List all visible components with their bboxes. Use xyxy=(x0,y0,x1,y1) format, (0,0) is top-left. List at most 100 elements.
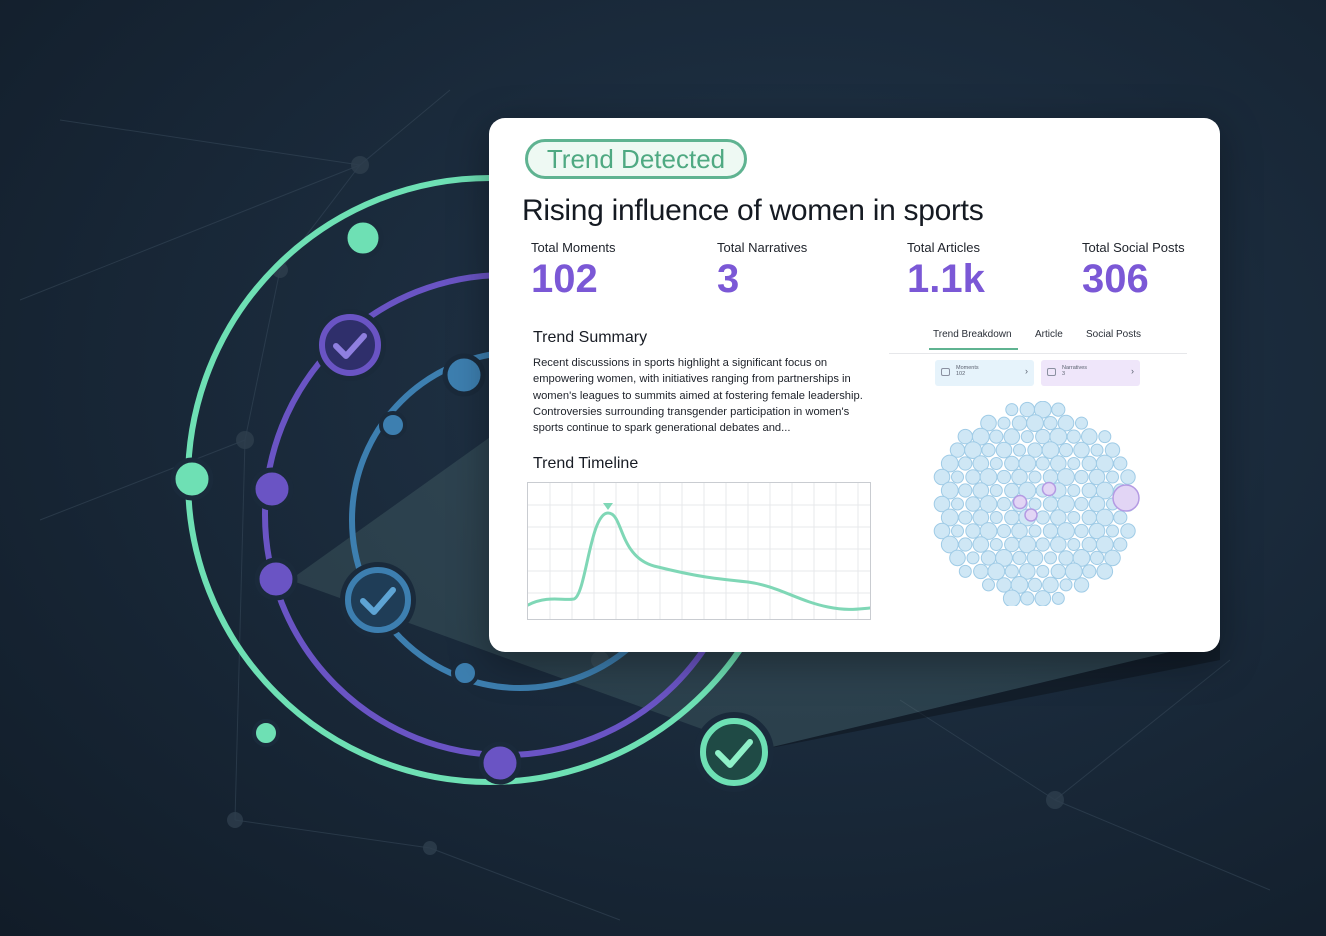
moment-bubble xyxy=(1034,590,1052,607)
moment-bubble xyxy=(1042,523,1059,539)
stat-value: 3 xyxy=(717,257,740,301)
moment-bubble xyxy=(958,483,973,498)
moment-bubble xyxy=(972,509,990,526)
moment-bubble xyxy=(989,429,1004,444)
moment-bubble xyxy=(1003,428,1021,445)
timeline-plot xyxy=(526,483,872,619)
moment-bubble xyxy=(1050,563,1067,580)
bubble-plot xyxy=(933,400,1140,608)
moment-bubble xyxy=(1020,591,1035,606)
moment-bubble xyxy=(1104,549,1121,567)
moment-bubble xyxy=(965,523,981,539)
moment-bubble xyxy=(1035,456,1050,471)
check-icon-purple xyxy=(314,309,386,381)
moment-bubble xyxy=(1018,481,1037,500)
stat-value: 1.1k xyxy=(907,257,985,301)
moment-bubble xyxy=(1095,481,1114,500)
moment-bubble xyxy=(989,457,1003,470)
moment-bubble xyxy=(1095,535,1114,554)
moment-bubble xyxy=(1013,443,1026,457)
moment-bubble xyxy=(972,455,990,472)
moment-bubble xyxy=(1088,522,1106,540)
timeline-line xyxy=(526,511,872,611)
moments-chip[interactable]: Moments 102 › xyxy=(935,360,1034,386)
moment-bubble xyxy=(958,510,973,525)
tab-social-posts[interactable]: Social Posts xyxy=(1086,329,1142,340)
trend-card: Trend Detected Rising influence of women… xyxy=(489,118,1220,652)
moment-bubble xyxy=(1095,454,1114,473)
moment-bubble xyxy=(1120,469,1136,485)
moments-bubble-cluster xyxy=(929,400,1149,608)
chip-value: 3 xyxy=(1062,371,1066,377)
moment-bubble xyxy=(1020,430,1034,444)
moment-bubble xyxy=(1104,442,1121,458)
trend-timeline-title: Trend Timeline xyxy=(533,455,639,472)
moment-bubble xyxy=(1073,441,1090,459)
moment-bubble xyxy=(1004,509,1020,526)
moment-bubble xyxy=(933,522,951,540)
moment-bubble xyxy=(958,537,973,552)
stat-label: Total Moments xyxy=(531,240,616,255)
moment-bubble xyxy=(1019,563,1036,580)
moment-bubble xyxy=(1082,564,1097,579)
narrative-bubble xyxy=(1012,494,1028,510)
moment-bubble xyxy=(1050,509,1067,526)
moment-bubble xyxy=(1051,591,1065,605)
moment-bubble xyxy=(1120,523,1136,539)
moment-bubble xyxy=(949,549,966,567)
moment-bubble xyxy=(1064,562,1083,581)
moment-bubble xyxy=(1028,470,1042,484)
trend-title: Rising influence of women in sports xyxy=(522,194,984,227)
moment-bubble xyxy=(1028,497,1042,511)
moment-bubble xyxy=(965,469,981,485)
moment-bubble xyxy=(1002,589,1021,608)
moment-bubble xyxy=(1004,564,1019,579)
moment-bubble xyxy=(979,495,998,513)
moment-bubble xyxy=(1066,429,1081,444)
tab-trend-breakdown[interactable]: Trend Breakdown xyxy=(929,329,1018,350)
moment-bubble xyxy=(1074,496,1089,512)
check-icon-blue xyxy=(340,562,416,638)
moment-bubble xyxy=(996,469,1012,485)
moment-bubble xyxy=(1081,482,1098,499)
narrative-bubble xyxy=(1024,508,1038,522)
check-icon-green xyxy=(694,712,774,792)
moment-bubble xyxy=(1026,549,1044,567)
moment-bubble xyxy=(1042,496,1059,512)
moment-bubble xyxy=(1036,564,1050,578)
trend-detected-badge: Trend Detected xyxy=(525,139,747,179)
moment-bubble xyxy=(933,495,951,513)
moment-bubble xyxy=(1067,484,1081,497)
moment-bubble xyxy=(1018,535,1037,554)
stat-total-narratives: Total Narratives 3 xyxy=(717,240,807,299)
moments-icon xyxy=(941,368,950,376)
stat-label: Total Social Posts xyxy=(1082,240,1185,255)
stat-total-moments: Total Moments 102 xyxy=(531,240,616,299)
moment-bubble xyxy=(1074,523,1089,539)
moment-bubble xyxy=(1049,427,1068,446)
tab-article[interactable]: Article xyxy=(1035,329,1063,340)
moment-bubble xyxy=(1058,443,1074,458)
trend-summary-title: Trend Summary xyxy=(533,329,648,346)
narrative-bubble xyxy=(1112,484,1140,512)
moment-bubble xyxy=(1088,495,1106,513)
moment-bubble xyxy=(951,497,964,511)
chip-label: Moments xyxy=(956,365,979,371)
moment-bubble xyxy=(1067,457,1081,470)
narratives-chip[interactable]: Narratives 3 › xyxy=(1041,360,1140,386)
moment-bubble xyxy=(1033,400,1052,419)
moment-bubble xyxy=(1012,550,1027,565)
moment-bubble xyxy=(1044,551,1057,565)
moment-bubble xyxy=(1026,414,1044,432)
moment-bubble xyxy=(1043,416,1058,431)
moment-bubble xyxy=(1113,456,1128,471)
moment-bubble xyxy=(951,470,964,484)
moment-bubble xyxy=(1106,470,1119,484)
moment-bubble xyxy=(981,443,996,458)
moment-bubble xyxy=(1042,576,1059,594)
breakdown-tabs: Trend Breakdown Article Social Posts xyxy=(889,323,1187,354)
moment-bubble xyxy=(1096,563,1114,580)
moment-bubble xyxy=(1074,469,1089,485)
moment-bubble xyxy=(1027,577,1043,592)
chip-value: 102 xyxy=(956,371,966,377)
